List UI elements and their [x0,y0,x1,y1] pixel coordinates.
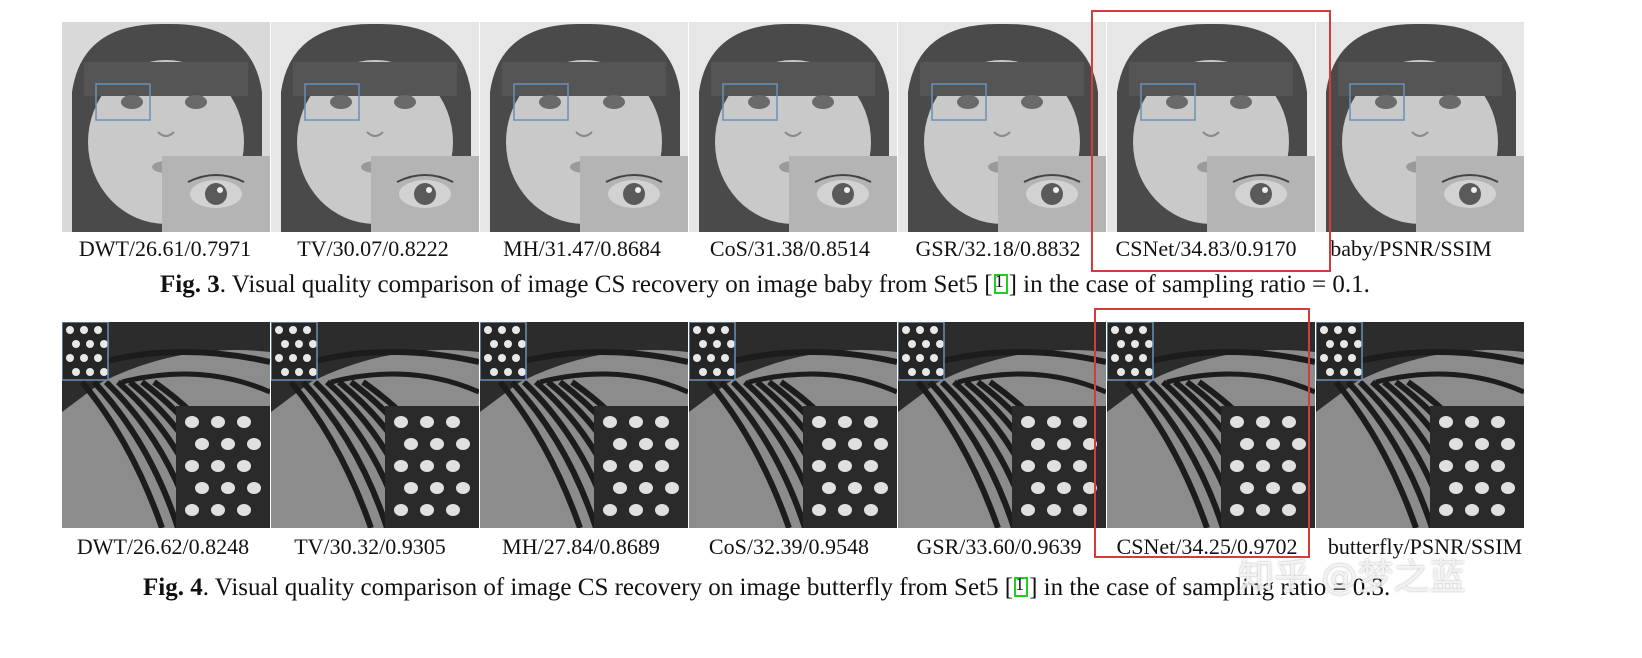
fig4-tile [62,322,270,528]
fig4-tile [271,322,479,528]
butterfly-reconstruction-image [1107,322,1315,528]
fig4-label-original: butterfly/PSNR/SSIM [1327,534,1523,559]
butterfly-reconstruction-image [689,322,897,528]
fig3-label-original: baby/PSNR/SSIM [1330,236,1492,261]
baby-reconstruction-image [898,22,1106,232]
fig4-tile [480,322,688,528]
fig3-label-csnet: CSNet/34.83/0.9170 [1115,236,1297,261]
fig3-tile [62,22,270,232]
baby-reconstruction-image [1107,22,1315,232]
figure-3-citation-link[interactable]: 1 [993,271,1009,298]
figure-3-image-row [62,22,1525,232]
baby-reconstruction-image [689,22,897,232]
fig3-tile [689,22,897,232]
fig3-label-cos: CoS/31.38/0.8514 [709,236,871,261]
fig3-tile [271,22,479,232]
fig4-tile [898,322,1106,528]
fig4-label-tv: TV/30.32/0.9305 [294,534,446,559]
figure-4-citation-link[interactable]: 1 [1013,574,1029,601]
figure-4-image-row [62,322,1525,528]
fig3-label-tv: TV/30.07/0.8222 [297,236,449,261]
zhihu-watermark: 知乎 @梦之蓝 [1238,557,1466,598]
figure-3-caption: Fig. 3. Visual quality comparison of ima… [160,271,1370,299]
figure-4-caption-text: . Visual quality comparison of image CS … [202,574,1014,601]
fig3-tile [1107,22,1315,232]
baby-reconstruction-image [480,22,688,232]
figure-4-caption: Fig. 4. Visual quality comparison of ima… [143,574,1390,602]
figure-4-caption-tail: ] in the case of sampling ratio = 0.3. [1029,574,1391,601]
butterfly-reconstruction-image [271,322,479,528]
baby-reconstruction-image [271,22,479,232]
fig3-label-gsr: GSR/32.18/0.8832 [915,236,1081,261]
butterfly-reconstruction-image [898,322,1106,528]
figure-3-caption-text: . Visual quality comparison of image CS … [219,271,993,298]
fig4-tile [1316,322,1524,528]
butterfly-reconstruction-image [480,322,688,528]
fig3-label-mh: MH/31.47/0.8684 [503,236,661,261]
baby-reconstruction-image [1316,22,1524,232]
fig3-tile [898,22,1106,232]
fig4-label-mh: MH/27.84/0.8689 [502,534,660,559]
figure-3-caption-tail: ] in the case of sampling ratio = 0.1. [1008,271,1370,298]
figure-4-number: Fig. 4 [143,574,203,601]
butterfly-reconstruction-image [1316,322,1524,528]
fig3-label-dwt: DWT/26.61/0.7971 [78,236,252,261]
fig4-label-cos: CoS/32.39/0.9548 [708,534,870,559]
figure-3-number: Fig. 3 [160,271,220,298]
butterfly-reconstruction-image [62,322,270,528]
citation-box-icon [1014,577,1029,597]
fig4-label-dwt: DWT/26.62/0.8248 [76,534,250,559]
fig4-tile [1107,322,1315,528]
citation-box-icon [993,274,1008,294]
fig3-tile [1316,22,1524,232]
fig4-label-gsr: GSR/33.60/0.9639 [916,534,1082,559]
baby-reconstruction-image [62,22,270,232]
fig3-tile [480,22,688,232]
fig4-label-csnet: CSNet/34.25/0.9702 [1116,534,1298,559]
fig4-tile [689,322,897,528]
